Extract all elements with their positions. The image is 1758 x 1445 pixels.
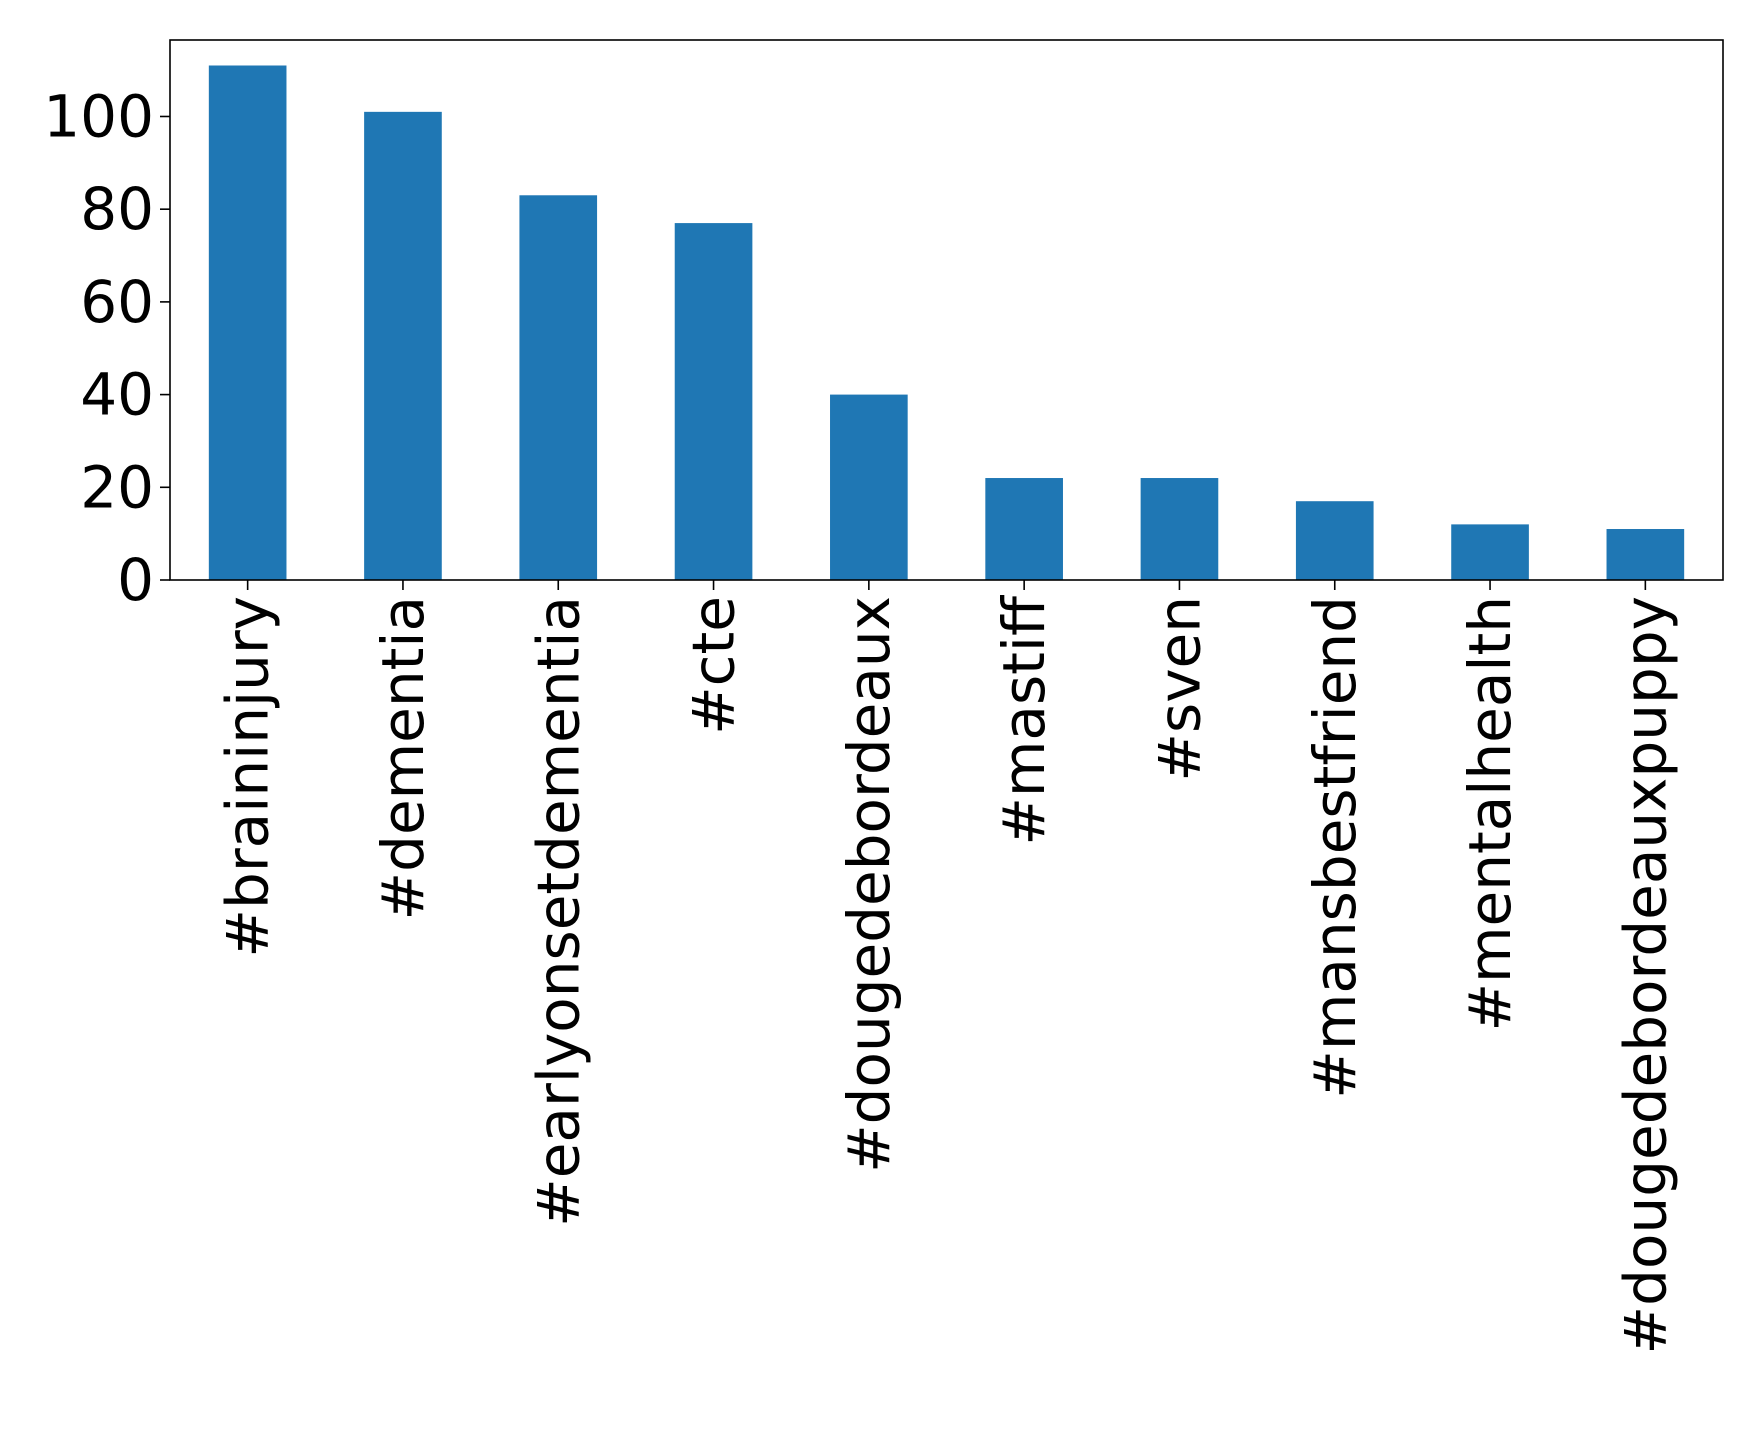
plot-frame	[169, 39, 1724, 581]
y-tick-label: 80	[80, 175, 154, 243]
x-tick-label: #dementia	[369, 596, 437, 920]
x-tick-label: #dougedebordeauxpuppy	[1611, 596, 1679, 1354]
x-tick-label: #mansbestfriend	[1301, 596, 1369, 1099]
bar	[1606, 529, 1685, 580]
bar	[1451, 524, 1529, 580]
bar	[830, 394, 908, 580]
y-tick-label: 0	[117, 546, 154, 614]
x-axis: #braininjury #dementia #earlyonsetdementia…	[214, 580, 1679, 1354]
bar	[208, 65, 287, 581]
y-tick-label: 100	[43, 82, 154, 150]
y-tick-label: 20	[80, 453, 154, 521]
bar	[519, 195, 598, 580]
x-tick-label: #dougedebordeaux	[835, 596, 903, 1173]
y-axis: 0 20 40 60 80 100	[43, 82, 170, 614]
x-tick-label: #sven	[1145, 596, 1213, 782]
bar	[364, 111, 442, 581]
bar	[1295, 501, 1374, 580]
y-tick-label: 60	[80, 268, 154, 336]
x-tick-label: #cte	[680, 596, 748, 735]
bar	[985, 478, 1063, 580]
y-tick-label: 40	[80, 361, 154, 429]
bar	[1140, 478, 1219, 580]
x-tick-label: #mastiff	[990, 594, 1058, 846]
x-tick-label: #braininjury	[214, 596, 282, 958]
bars-group	[208, 65, 1685, 581]
bar	[674, 223, 753, 580]
x-tick-label: #earlyonsetdementia	[524, 596, 592, 1227]
x-tick-label: #mentalhealth	[1456, 596, 1524, 1032]
